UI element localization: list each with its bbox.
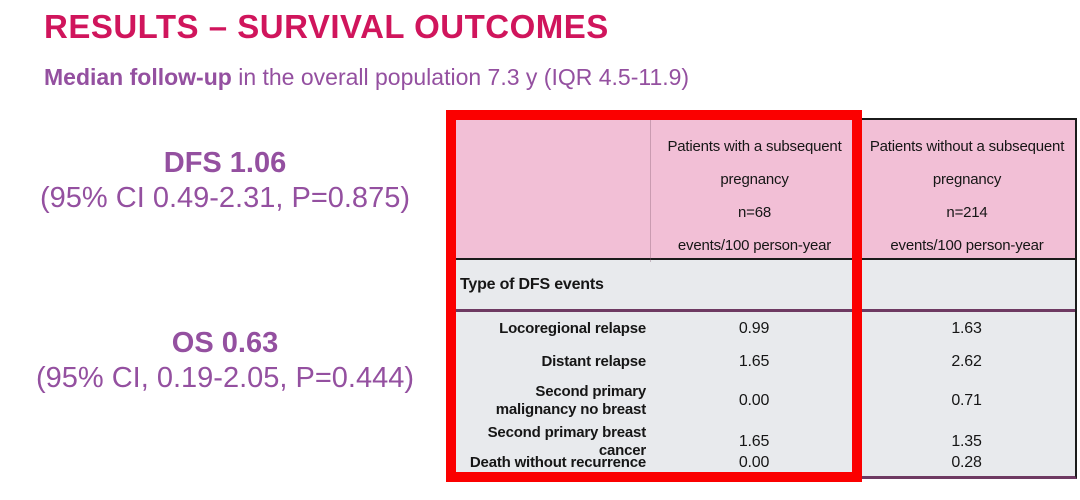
col-without-title: Patients without a subsequent pregnancy [869,138,1065,188]
median-follow-up-note: Median follow-up in the overall populati… [44,64,689,91]
table-row-distant-relapse: Distant relapse 1.65 2.62 [455,345,1075,378]
os-hazard-ratio: OS 0.63 (95% CI, 0.19-2.05, P=0.444) [10,326,440,397]
row-label: Distant relapse [541,352,646,370]
value-with-pregnancy: 0.00 [738,392,770,409]
dfs-value: DFS 1.06 [163,147,287,179]
row-label: Second primary breast cancer [487,424,647,459]
col-with-unit: events/100 person-year [677,237,832,254]
table-row-locoregional-relapse: Locoregional relapse 0.99 1.63 [455,312,1075,345]
dfs-confidence-interval: (95% CI 0.49-2.31, P=0.875) [40,182,410,215]
value-without-pregnancy: 1.35 [951,432,982,450]
col-without-n: n=214 [946,204,988,221]
row-label: Death without recurrence [469,454,646,472]
table-header-with-pregnancy: Patients with a subsequent pregnancy n=6… [650,120,858,262]
value-with-pregnancy: 1.65 [738,352,770,370]
os-value: OS 0.63 [171,327,279,359]
row-label: Locoregional relapse [499,319,646,337]
table-row-second-primary-breast-cancer: Second primary breast cancer 1.65 1.35 [455,424,1075,459]
slide-title: RESULTS – SURVIVAL OUTCOMES [44,8,609,45]
value-with-pregnancy: 1.65 [738,432,770,450]
col-with-title: Patients with a subsequent pregnancy [667,138,842,188]
row-label: Second primary malignancy no breast [495,383,646,418]
value-without-pregnancy: 1.63 [951,319,982,337]
col-with-n: n=68 [738,204,771,221]
table-row-death-without-recurrence: Death without recurrence 0.00 0.28 [455,450,1075,476]
table-row-second-primary-malignancy: Second primary malignancy no breast 0.00… [455,378,1075,424]
table-header-row: Patients with a subsequent pregnancy n=6… [455,120,1075,262]
median-follow-up-label: Median follow-up [44,64,232,90]
median-follow-up-value: in the overall population 7.3 y (IQR 4.5… [238,64,690,90]
table-body: Type of DFS events Locoregional relapse … [455,260,1075,476]
value-without-pregnancy: 0.28 [951,454,982,471]
col-without-unit: events/100 person-year [890,237,1044,254]
section-type-of-dfs-events: Type of DFS events [455,260,1075,312]
table-header-without-pregnancy: Patients without a subsequent pregnancy … [858,120,1075,262]
dfs-events-table: Patients with a subsequent pregnancy n=6… [455,118,1077,479]
os-confidence-interval: (95% CI, 0.19-2.05, P=0.444) [35,362,415,395]
value-with-pregnancy: 0.99 [738,319,770,337]
value-without-pregnancy: 2.62 [951,352,982,370]
value-without-pregnancy: 0.71 [951,392,982,409]
value-with-pregnancy: 0.00 [738,454,770,471]
red-highlight-box [446,110,862,482]
dfs-hazard-ratio: DFS 1.06 (95% CI 0.49-2.31, P=0.875) [10,146,440,217]
